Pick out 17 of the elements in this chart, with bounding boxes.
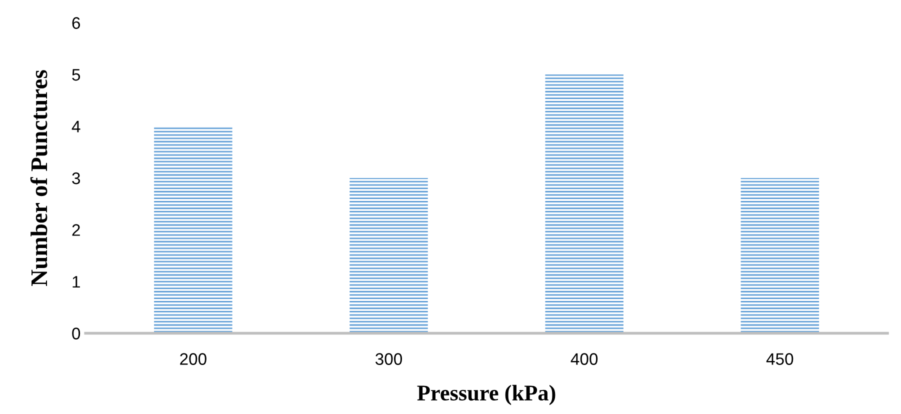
x-tick-label: 450 — [766, 353, 794, 365]
x-tick-label: 300 — [375, 353, 402, 365]
y-tick-label: 2 — [72, 224, 80, 236]
y-axis-title: Number of Punctures — [30, 70, 48, 286]
x-tick-label: 200 — [180, 353, 206, 365]
y-tick-label: 3 — [72, 172, 80, 184]
y-tick-label: 5 — [72, 69, 80, 81]
bar — [350, 178, 428, 334]
y-tick-label: 6 — [72, 17, 80, 29]
bar — [154, 126, 232, 334]
bar — [545, 74, 624, 334]
x-axis-title: Pressure (kPa) — [417, 384, 556, 406]
bar — [740, 178, 820, 334]
y-tick-label: 1 — [72, 276, 80, 288]
y-tick-label: 0 — [72, 328, 80, 340]
x-tick-label: 400 — [570, 353, 598, 365]
y-tick-label: 4 — [72, 120, 80, 132]
